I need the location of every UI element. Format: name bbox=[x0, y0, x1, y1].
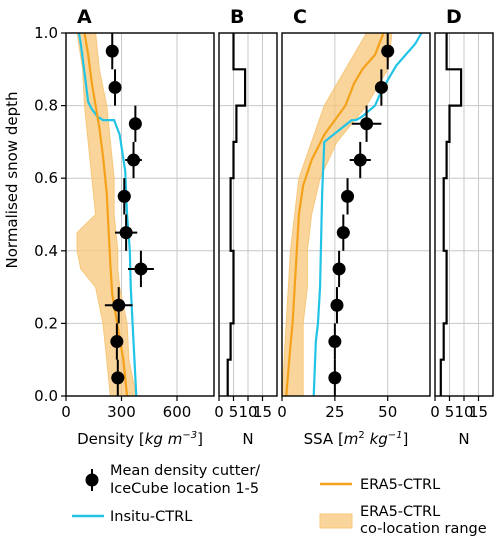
y-axis-label: Normalised snow depth bbox=[3, 92, 21, 269]
legend-insitu-label: Insitu-CTRL bbox=[110, 509, 192, 525]
y-tick-label-5: 1.0 bbox=[34, 24, 58, 42]
panel-a-letter: A bbox=[77, 6, 92, 28]
panel-c-era5-line bbox=[285, 32, 385, 397]
panel-a-obs-point-1 bbox=[108, 80, 122, 94]
panel-b-letter: B bbox=[230, 6, 244, 28]
panel-d-count-line bbox=[439, 33, 463, 396]
panel-a-x-axis-label: Density [kg m−3] bbox=[77, 430, 203, 448]
legend-obs-label-line2: IceCube location 1-5 bbox=[110, 481, 259, 497]
y-tick-label-3: 0.6 bbox=[34, 169, 58, 187]
panel-a-frame bbox=[65, 32, 215, 397]
panel-a-obs-point-5 bbox=[119, 226, 133, 240]
panel-c-obs-point-5 bbox=[336, 226, 350, 240]
panel-b-count-line bbox=[226, 33, 247, 396]
panel-a-xtick-label-2: 600 bbox=[163, 403, 192, 421]
panel-c: 0 25 50 C SSA [m2 kg−1] bbox=[277, 6, 431, 448]
panel-c-obs-point-0 bbox=[381, 44, 395, 58]
panel-a-obs-point-4 bbox=[117, 189, 131, 203]
panel-c-letter: C bbox=[293, 6, 307, 28]
panel-a-xtick-label-1: 300 bbox=[107, 403, 136, 421]
panel-a-obs-point-6 bbox=[134, 262, 148, 276]
panel-c-frame bbox=[281, 32, 431, 397]
panel-a-obs-point-2 bbox=[128, 117, 142, 131]
panel-a-obs-point-8 bbox=[110, 335, 124, 349]
legend-era5-range-label-line1: ERA5-CTRL bbox=[360, 504, 440, 520]
y-tick-label-4: 0.8 bbox=[34, 97, 58, 115]
panel-b-xtick-label-3: 15 bbox=[253, 403, 272, 421]
panel-b-xtick-label-0: 0 bbox=[214, 403, 224, 421]
panel-b-xtick-label-1: 5 bbox=[229, 403, 239, 421]
legend-obs-label-line1: Mean density cutter/ bbox=[110, 463, 260, 479]
panel-a: 0 300 600 0.0 0.2 0.4 0.6 0.8 1.0 A Density [kg m−… bbox=[34, 6, 215, 448]
panel-c-obs-point-1 bbox=[374, 80, 388, 94]
panel-d-x-axis-label: N bbox=[458, 430, 469, 448]
panel-d-xtick-label-2: 10 bbox=[454, 403, 473, 421]
panel-c-x-axis-label: SSA [m2 kg−1] bbox=[304, 430, 409, 448]
panel-a-xtick-label-0: 0 bbox=[61, 403, 71, 421]
panel-c-insitu-line bbox=[312, 32, 423, 397]
panel-c-obs-point-3 bbox=[353, 153, 367, 167]
y-tick-label-2: 0.4 bbox=[34, 242, 58, 260]
panel-c-obs-point-7 bbox=[330, 298, 344, 312]
panel-c-obs-point-2 bbox=[360, 117, 374, 131]
y-tick-label-0: 0.0 bbox=[34, 387, 58, 405]
panel-d-xtick-label-0: 0 bbox=[430, 403, 440, 421]
legend-era5-label: ERA5-CTRL bbox=[360, 477, 440, 493]
legend: Mean density cutter/IceCube location 1-5… bbox=[72, 463, 487, 537]
panel-a-obs-point-9 bbox=[111, 371, 125, 385]
panel-a-obs-point-0 bbox=[105, 44, 119, 58]
y-tick-label-1: 0.2 bbox=[34, 314, 58, 332]
panel-a-insitu-line bbox=[77, 32, 138, 397]
panel-a-obs-point-3 bbox=[127, 153, 141, 167]
panel-c-obs-point-8 bbox=[328, 335, 342, 349]
panel-b-x-axis-label: N bbox=[242, 430, 253, 448]
panel-a-obs-point-7 bbox=[112, 298, 126, 312]
panel-d-xtick-label-1: 5 bbox=[445, 403, 455, 421]
panel-a-era5-line bbox=[83, 32, 129, 397]
panel-c-obs-point-6 bbox=[332, 262, 346, 276]
panel-c-obs-point-4 bbox=[341, 189, 355, 203]
panel-d-letter: D bbox=[446, 6, 462, 28]
legend-era5-range-swatch bbox=[319, 513, 353, 529]
panel-c-xtick-label-0: 0 bbox=[277, 403, 287, 421]
panel-c-xtick-label-1: 25 bbox=[325, 403, 344, 421]
panel-d-xtick-label-3: 15 bbox=[469, 403, 488, 421]
legend-obs-marker bbox=[85, 473, 99, 487]
legend-era5-range-label-line2: co-location range bbox=[360, 521, 487, 537]
panel-c-xtick-label-2: 50 bbox=[378, 403, 397, 421]
panel-b-xtick-label-2: 10 bbox=[238, 403, 257, 421]
panel-c-obs-point-9 bbox=[328, 371, 342, 385]
